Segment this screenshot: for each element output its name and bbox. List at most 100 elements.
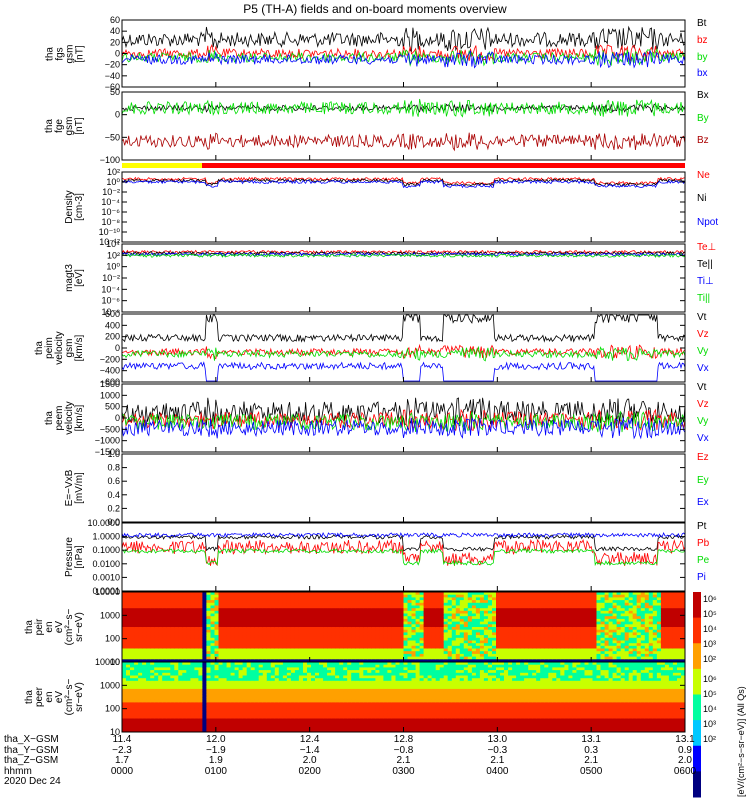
heatmap-cell xyxy=(182,594,187,598)
heatmap-cell xyxy=(274,600,280,604)
heatmap-cell xyxy=(451,627,457,631)
heatmap-cell xyxy=(258,635,264,639)
heatmap-cell xyxy=(608,602,614,606)
heatmap-cell xyxy=(580,645,585,649)
heatmap-cell xyxy=(475,651,481,655)
heatmap-cell xyxy=(214,640,219,644)
heatmap-cell xyxy=(500,635,505,639)
heatmap-cell xyxy=(294,640,300,644)
heatmap-cell xyxy=(178,705,183,709)
heatmap-cell xyxy=(351,608,356,612)
heatmap-cell xyxy=(415,637,421,641)
heatmap-cell xyxy=(455,640,461,644)
heatmap-cell xyxy=(254,651,260,655)
heatmap-cell xyxy=(230,656,236,660)
heatmap-cell xyxy=(194,643,199,647)
heatmap-cell xyxy=(335,637,340,641)
heatmap-cell xyxy=(150,664,155,668)
heatmap-cell xyxy=(379,656,384,660)
heatmap-cell xyxy=(154,702,159,706)
heatmap-cell xyxy=(278,618,284,623)
heatmap-cell xyxy=(246,723,252,728)
heatmap-cell xyxy=(206,656,211,660)
heatmap-cell xyxy=(548,616,553,620)
heatmap-cell xyxy=(258,594,264,598)
heatmap-cell xyxy=(479,651,485,655)
heatmap-cell xyxy=(278,707,284,711)
heatmap-cell xyxy=(660,629,666,633)
heatmap-cell xyxy=(496,600,501,604)
heatmap-cell xyxy=(600,635,605,639)
heatmap-cell xyxy=(560,602,565,606)
heatmap-cell xyxy=(319,635,324,639)
heatmap-cell xyxy=(383,608,388,612)
heatmap-cell xyxy=(154,651,159,655)
heatmap-cell xyxy=(146,632,151,636)
heatmap-cell xyxy=(672,648,678,652)
heatmap-cell xyxy=(467,653,473,658)
heatmap-cell xyxy=(351,648,356,652)
heatmap-cell xyxy=(202,675,207,679)
heatmap-cell xyxy=(290,656,296,660)
heatmap-cell xyxy=(532,605,537,609)
heatmap-cell xyxy=(512,605,517,609)
series-Bz-line xyxy=(121,132,686,152)
heatmap-cell xyxy=(447,651,453,655)
heatmap-cell xyxy=(182,645,187,649)
heatmap-cell xyxy=(471,624,477,628)
heatmap-cell xyxy=(447,616,453,620)
heatmap-cell xyxy=(656,635,662,639)
heatmap-cell xyxy=(286,618,292,623)
heatmap-cell xyxy=(516,640,521,644)
heatmap-cell xyxy=(564,605,569,609)
heatmap-cell xyxy=(226,610,232,614)
heatmap-cell xyxy=(162,707,167,711)
heatmap-cell xyxy=(122,678,127,682)
panel-frame xyxy=(121,91,686,161)
heatmap-cell xyxy=(520,594,525,598)
heatmap-cell xyxy=(262,613,268,617)
heatmap-cell xyxy=(407,635,412,639)
heatmap-cell xyxy=(222,632,227,636)
heatmap-cell xyxy=(487,651,493,655)
heatmap-cell xyxy=(560,648,565,652)
heatmap-cell xyxy=(471,621,477,625)
heatmap-cell xyxy=(471,629,477,633)
heatmap-cell xyxy=(439,653,445,658)
heatmap-cell xyxy=(294,624,300,628)
heatmap-cell xyxy=(419,643,425,647)
heatmap-cell xyxy=(130,678,135,682)
heatmap-cell xyxy=(564,594,569,598)
heatmap-cell xyxy=(520,653,525,658)
heatmap-cell xyxy=(391,659,396,663)
heatmap-cell xyxy=(628,637,634,641)
heatmap-cell xyxy=(496,645,501,649)
heatmap-cell xyxy=(198,629,203,633)
heatmap-cell xyxy=(664,624,670,628)
heatmap-cell xyxy=(319,613,324,617)
heatmap-cell xyxy=(307,624,312,628)
heatmap-cell xyxy=(532,645,537,649)
heatmap-cell xyxy=(311,632,316,636)
heatmap-cell xyxy=(520,645,525,649)
heatmap-cell xyxy=(158,651,163,655)
heatmap-cell xyxy=(146,610,151,614)
heatmap-cell xyxy=(226,694,232,698)
heatmap-cell xyxy=(210,602,215,606)
heatmap-cell xyxy=(423,608,429,612)
heatmap-cell xyxy=(162,710,167,714)
heatmap-cell xyxy=(278,697,284,701)
heatmap-cell xyxy=(146,629,151,633)
heatmap-cell xyxy=(274,645,280,649)
heatmap-cell xyxy=(154,624,159,628)
heatmap-cell xyxy=(435,653,441,658)
heatmap-cell xyxy=(286,608,292,612)
heatmap-cell xyxy=(142,707,147,711)
heatmap-cell xyxy=(604,616,610,620)
heatmap-cell xyxy=(512,629,517,633)
heatmap-cell xyxy=(540,632,545,636)
heatmap-cell xyxy=(258,651,264,655)
heatmap-cell xyxy=(648,643,654,647)
heatmap-cell xyxy=(226,645,232,649)
heatmap-cell xyxy=(560,592,565,596)
